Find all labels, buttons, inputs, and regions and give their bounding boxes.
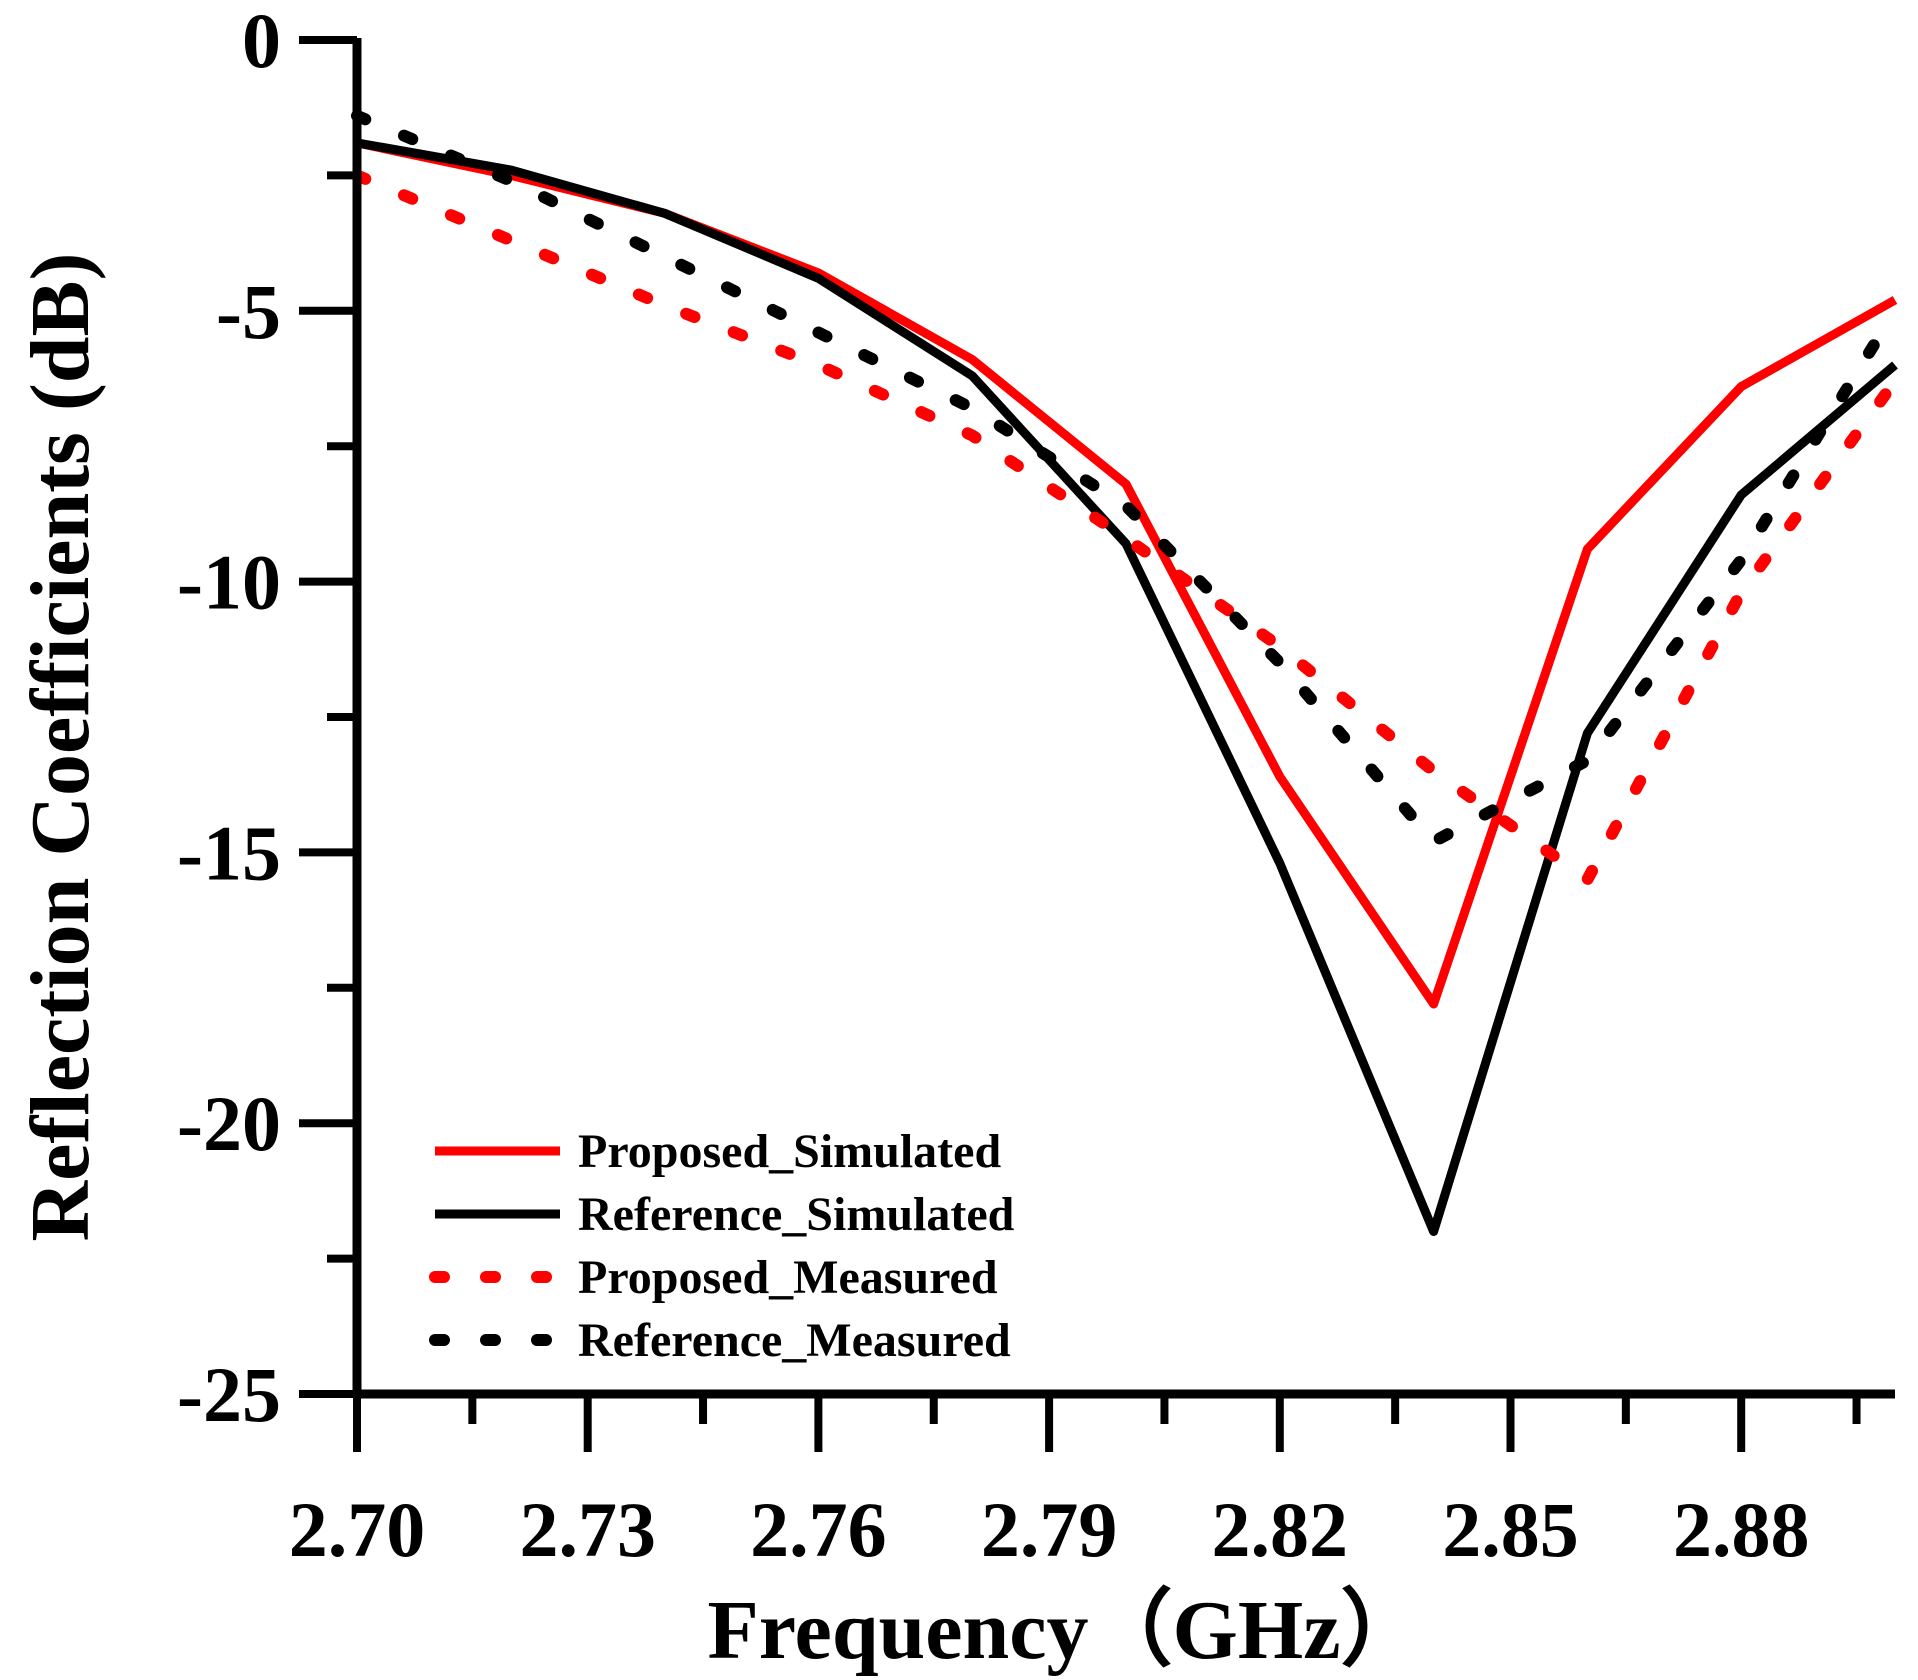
y-tick-label: -5 bbox=[216, 268, 281, 355]
legend: Proposed_Simulated Reference_Simulated Pro… bbox=[429, 1125, 1015, 1367]
x-tick-label: 2.85 bbox=[1442, 1486, 1579, 1573]
y-tick-label: -15 bbox=[177, 809, 281, 896]
y-axis-title: Reflection Coefficients (dB) bbox=[14, 252, 107, 1241]
y-tick-label: 0 bbox=[242, 0, 281, 84]
x-axis-title: Frequency（GHz） bbox=[707, 1584, 1424, 1677]
x-tick-label: 2.88 bbox=[1673, 1486, 1810, 1573]
legend-label: Proposed_Simulated bbox=[578, 1125, 1001, 1178]
ticks-layer: 0 -5 -10 -15 -20 -252.70 2.73 2.76 2.79 2.82 2.85 2… bbox=[177, 0, 1861, 1573]
series-layer bbox=[351, 109, 1901, 1236]
legend-label: Reference_Simulated bbox=[578, 1188, 1015, 1241]
series-line-reference-simulated bbox=[356, 138, 1898, 1236]
y-tick-label: -25 bbox=[177, 1351, 281, 1438]
x-tick-label: 2.82 bbox=[1212, 1486, 1349, 1573]
x-tick-label: 2.76 bbox=[750, 1486, 887, 1573]
legend-label: Reference_Measured bbox=[578, 1314, 1011, 1367]
y-tick-label: -10 bbox=[177, 539, 281, 626]
series-line-reference-measured bbox=[351, 109, 1901, 848]
y-tick-label: -20 bbox=[177, 1080, 281, 1167]
x-tick-label: 2.70 bbox=[289, 1486, 426, 1573]
series-line-proposed-measured bbox=[351, 169, 1901, 886]
legend-label: Proposed_Measured bbox=[578, 1251, 998, 1304]
x-tick-label: 2.79 bbox=[981, 1486, 1118, 1573]
x-tick-label: 2.73 bbox=[519, 1486, 656, 1573]
